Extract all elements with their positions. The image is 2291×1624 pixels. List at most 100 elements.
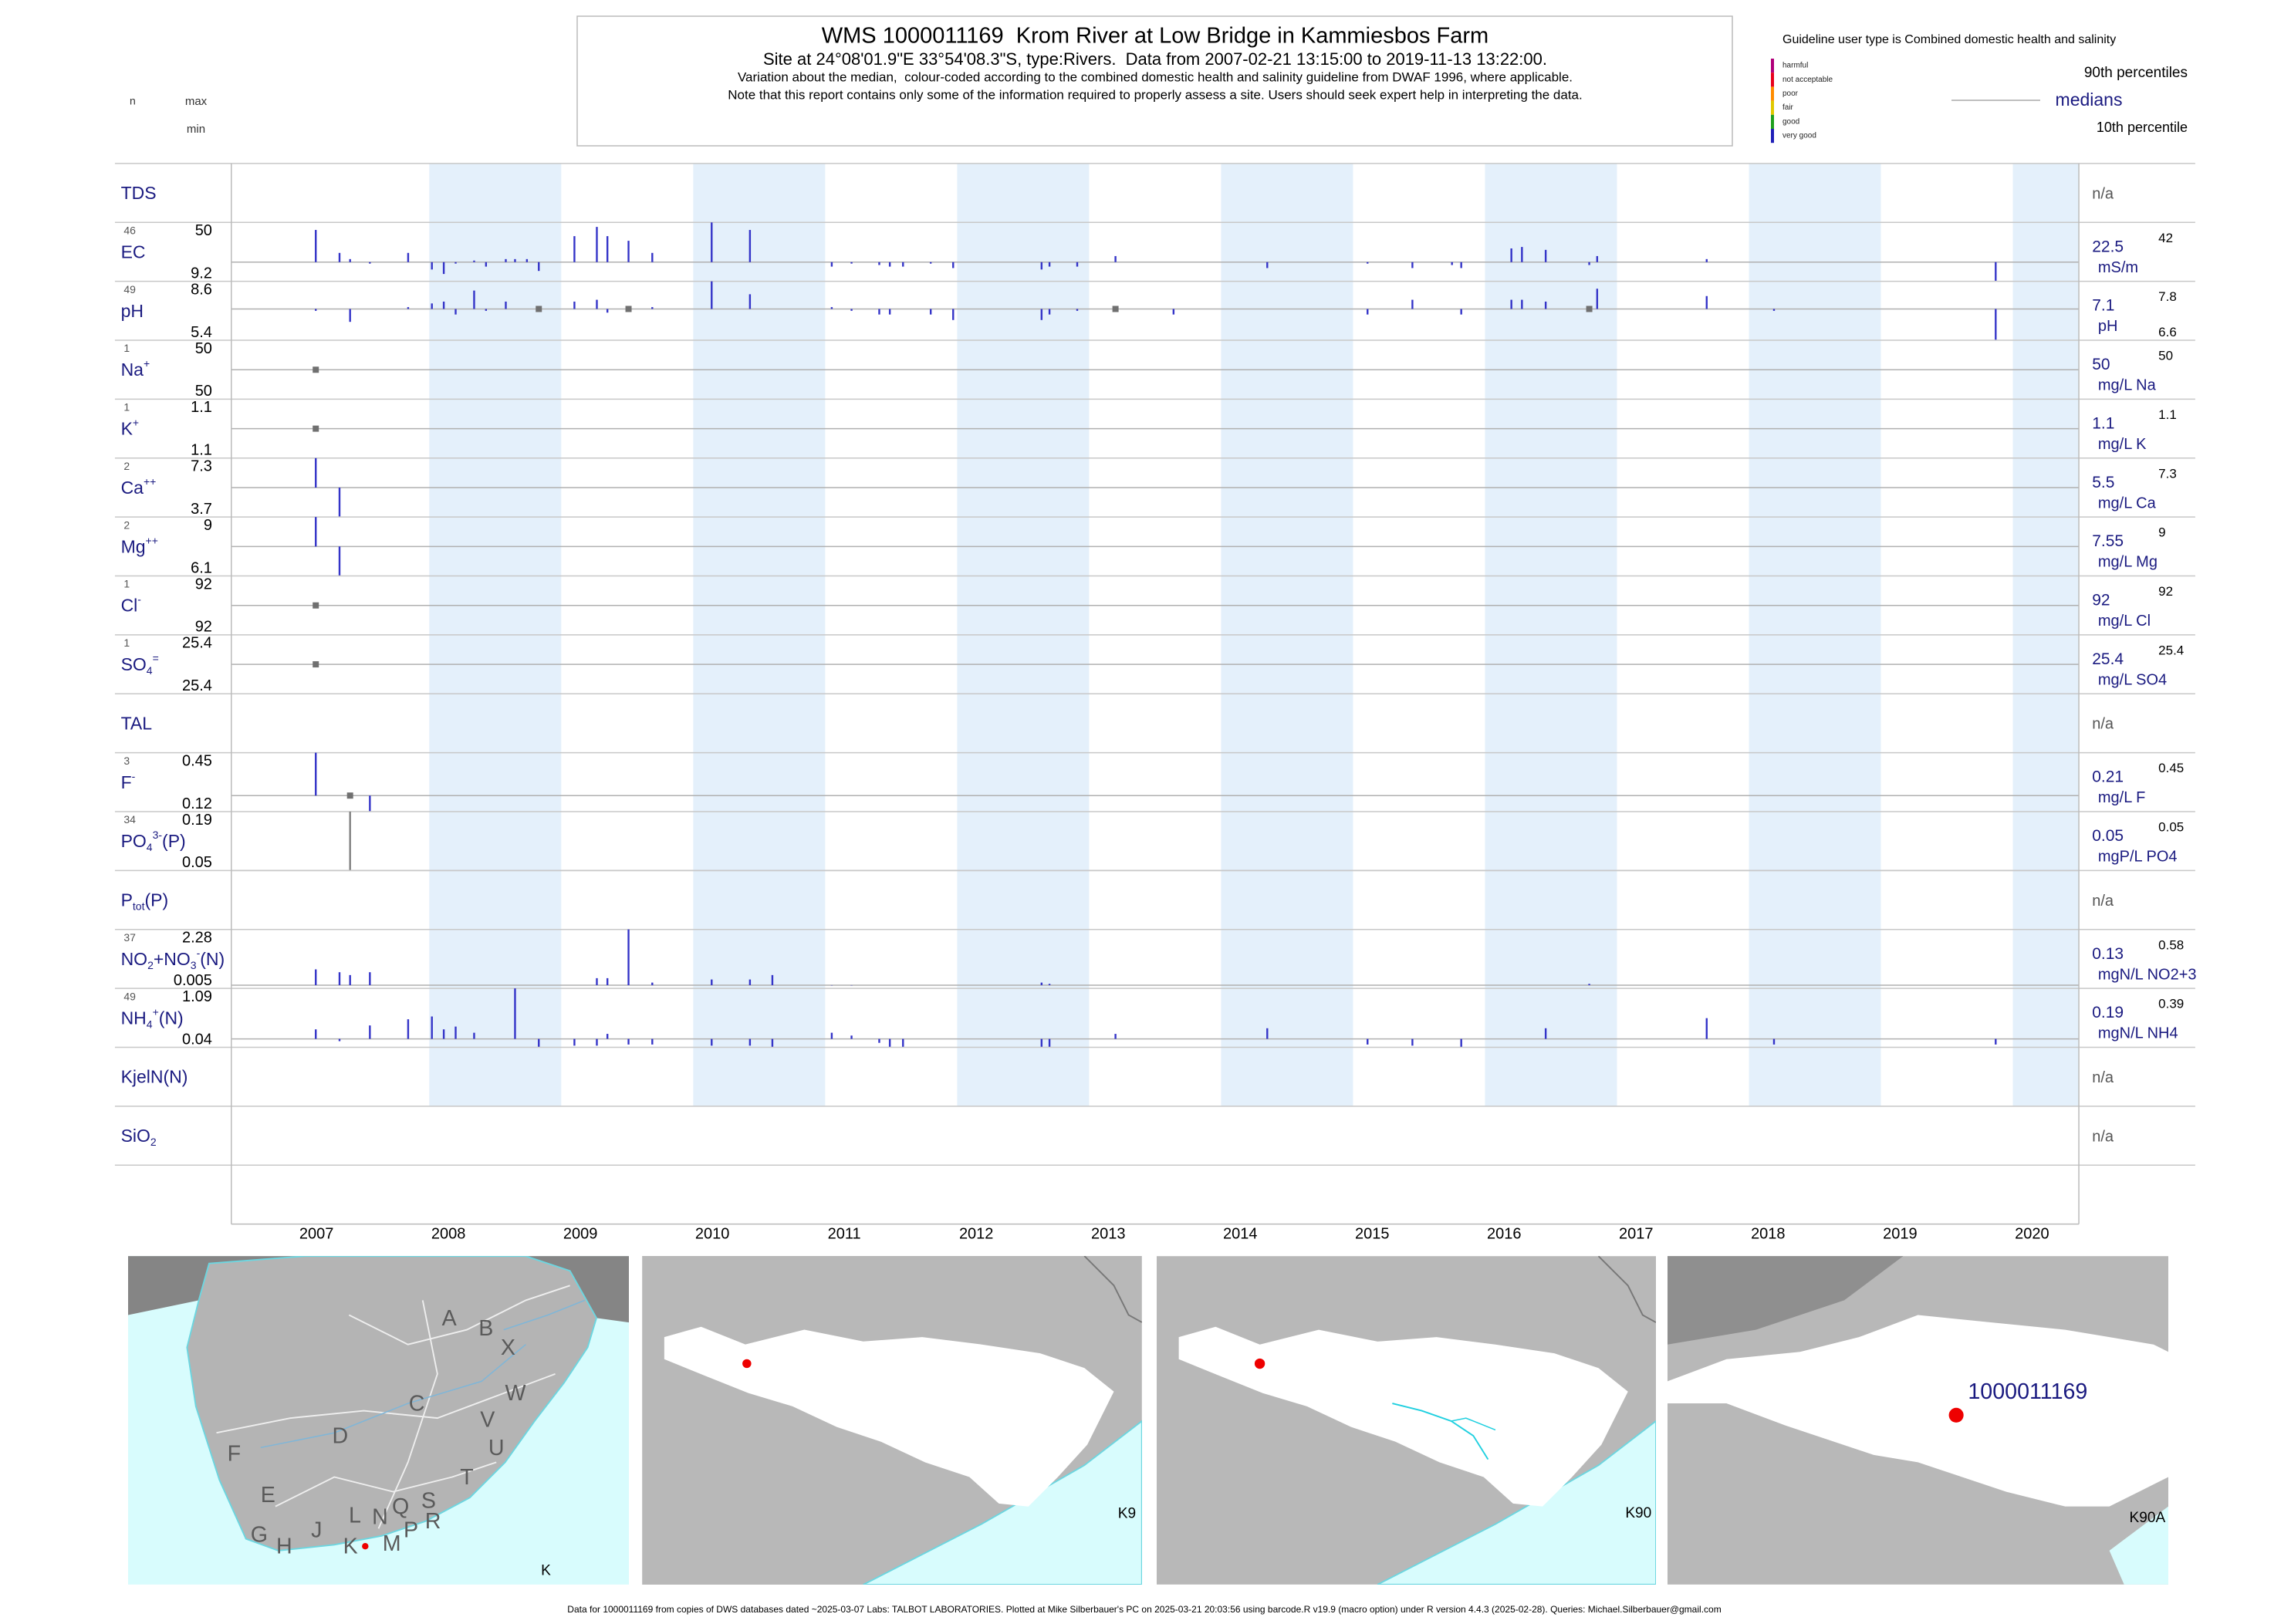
sea [1377, 1420, 1656, 1585]
parameter-name: Cl- [121, 593, 142, 615]
row-min: 3.7 [191, 501, 212, 518]
x-tick-label: 2013 [1091, 1225, 1126, 1242]
name-part: Cl [121, 596, 138, 616]
unit: mg/L Ca [2098, 495, 2157, 512]
column-label: n [130, 95, 136, 107]
sample-dot [1112, 306, 1119, 312]
x-tick-label: 2015 [1355, 1225, 1390, 1242]
p90-value: 7.8 [2158, 289, 2177, 304]
map-panel: K90 [1157, 1256, 1656, 1585]
region-letter: F [228, 1441, 242, 1466]
name-part: 2 [150, 1136, 157, 1148]
sample-count: 1 [123, 636, 130, 649]
site-dot [1948, 1407, 1964, 1423]
status: n/a [2092, 716, 2114, 733]
catchment [1178, 1326, 1628, 1507]
unit: mgN/L NO2+3 [2098, 966, 2197, 983]
median-value: 0.21 [2092, 768, 2124, 786]
name-part: SO [121, 654, 147, 674]
x-tick-label: 2019 [1883, 1225, 1918, 1242]
x-tick-label: 2018 [1751, 1225, 1786, 1242]
boundary [216, 1372, 556, 1434]
region-letter: B [478, 1316, 493, 1341]
land-outside [1668, 1256, 1904, 1345]
x-tick-label: 2016 [1487, 1225, 1522, 1242]
median-value: 0.13 [2092, 945, 2124, 963]
name-part: NO [121, 949, 148, 969]
row-max: 9 [204, 517, 212, 534]
legend-swatch [1771, 100, 1774, 115]
row-min: 6.1 [191, 559, 212, 576]
region-letter: K [343, 1535, 358, 1559]
boundary [1083, 1256, 1142, 1323]
unit: mgP/L PO4 [2098, 849, 2178, 866]
note: Note that this report contains only some… [728, 87, 1582, 102]
parameter-name: NH4+(N) [121, 1005, 184, 1030]
parameter-name: pH [121, 301, 144, 321]
region-letter: T [460, 1465, 474, 1490]
p90-value: 42 [2158, 231, 2173, 245]
x-tick-label: 2009 [563, 1225, 598, 1242]
status: n/a [2092, 185, 2114, 202]
parameter-name: F- [121, 769, 136, 792]
sample-count: 1 [123, 578, 130, 590]
p90-value: 1.1 [2158, 407, 2177, 422]
region-letter: E [261, 1483, 275, 1508]
boundary [348, 1285, 570, 1345]
name-part: SiO [121, 1126, 150, 1146]
name-part: 4 [147, 664, 153, 677]
p90-value: 9 [2158, 525, 2165, 540]
name-part: 3- [153, 829, 163, 841]
sample-count: 49 [123, 283, 136, 295]
name-part: - [137, 593, 141, 605]
median-value: 7.1 [2092, 297, 2114, 315]
p90-value: 7.3 [2158, 466, 2177, 481]
name-part: NH [121, 1008, 147, 1028]
region-letter: C [409, 1392, 425, 1416]
parameter-name: K+ [121, 416, 140, 438]
name-part: + [153, 1005, 159, 1018]
name-part: 2 [147, 959, 154, 971]
row-max: 1.1 [191, 399, 212, 416]
name-part: ++ [144, 475, 156, 488]
name-part: ++ [146, 534, 158, 546]
legend-swatch [1771, 129, 1774, 143]
row-max: 2.28 [182, 930, 212, 947]
panel-label: K [541, 1563, 551, 1579]
p90-value: 0.05 [2158, 820, 2184, 835]
report-title: WMS 1000011169 Krom River at Low Bridge … [822, 24, 1488, 49]
row-max: 50 [195, 340, 212, 357]
sample-count: 2 [123, 518, 130, 531]
row-min: 1.1 [191, 442, 212, 459]
legend-label: very good [1782, 132, 1816, 140]
parameter-name: Ptot(P) [121, 890, 169, 913]
parameter-name: TAL [121, 713, 153, 733]
parameter-name: NO2+NO3-(N) [121, 947, 225, 971]
legend-label: fair [1782, 103, 1794, 112]
row-max: 0.19 [182, 812, 212, 829]
row-max: 0.45 [182, 752, 212, 769]
name-part: Ca [121, 478, 144, 498]
unit: mg/L K [2098, 436, 2147, 453]
name-part: EC [121, 241, 146, 262]
sample-count: 1 [123, 342, 130, 354]
row-max: 1.09 [182, 988, 212, 1005]
region-letter: J [311, 1518, 322, 1543]
panel-label: K90A [2130, 1510, 2166, 1526]
p10-value: 6.6 [2158, 325, 2177, 339]
name-part: 4 [147, 1018, 153, 1030]
guideline-note: Guideline user type is Combined domestic… [1782, 33, 2116, 46]
legend-middle: medians [2056, 89, 2123, 110]
catchment [1668, 1315, 2168, 1507]
name-part: TDS [121, 183, 157, 203]
name-part: = [153, 652, 159, 664]
median-value: 25.4 [2092, 650, 2124, 668]
sample-dot [313, 425, 319, 432]
parameter-name: Mg++ [121, 534, 158, 556]
p90-value: 0.45 [2158, 761, 2184, 775]
name-part: + [133, 416, 139, 428]
parameter-name: TDS [121, 183, 157, 203]
site-dot [742, 1359, 752, 1369]
row-min: 25.4 [182, 677, 212, 694]
